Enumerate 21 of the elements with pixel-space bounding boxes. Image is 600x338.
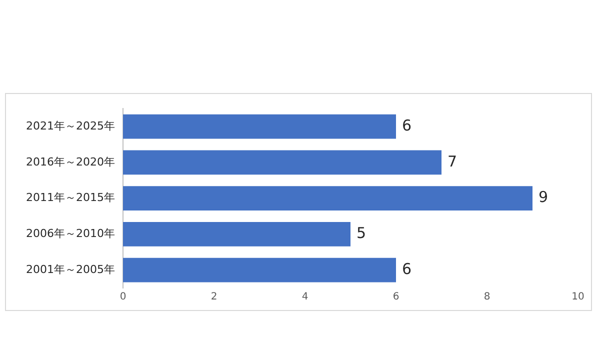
y-tick-label: 2021年～2025年 <box>26 119 115 132</box>
bar <box>123 186 532 210</box>
data-label: 6 <box>402 260 412 278</box>
bar <box>123 114 396 139</box>
x-tick-label: 10 <box>572 292 584 303</box>
y-tick-label: 2016年～2020年 <box>26 155 115 168</box>
y-tick-label: 2006年～2010年 <box>26 227 115 240</box>
y-tick-label: 2011年～2015年 <box>26 191 115 204</box>
x-tick-label: 8 <box>484 292 490 303</box>
x-tick-label: 2 <box>210 292 218 303</box>
bar <box>123 150 442 175</box>
y-tick-label: 2001年～2005年 <box>26 262 115 276</box>
data-label: 6 <box>402 116 412 134</box>
data-label: 5 <box>356 224 366 242</box>
data-label: 7 <box>448 152 458 170</box>
bar <box>123 222 350 246</box>
bar <box>123 258 396 282</box>
x-tick-label: 6 <box>392 292 400 303</box>
x-tick-label: 4 <box>302 292 308 303</box>
x-tick-label: 0 <box>120 292 126 303</box>
data-label: 9 <box>538 188 548 206</box>
